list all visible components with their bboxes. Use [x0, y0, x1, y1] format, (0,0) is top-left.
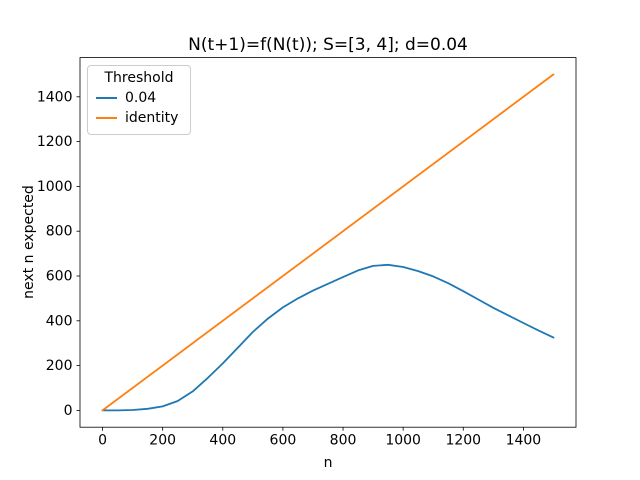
y-tick-label: 200: [46, 358, 73, 374]
series-line-1: [101, 73, 555, 412]
legend-line-swatch-orange: [96, 117, 117, 119]
x-tick-label: 1400: [506, 433, 542, 449]
y-tick-label: 1200: [37, 134, 73, 150]
x-tick-label: 1000: [385, 433, 421, 449]
x-axis-label: n: [323, 455, 333, 471]
legend-box: Threshold 0.04 identity: [87, 65, 191, 135]
legend-entry-label: 0.04: [125, 90, 157, 106]
y-tick-label: 1000: [37, 179, 73, 195]
y-tick-label: 400: [46, 313, 73, 329]
legend-entry-label: identity: [125, 110, 179, 126]
x-tick-label: 200: [149, 433, 176, 449]
y-tick-label: 600: [46, 269, 73, 285]
series-line-0: [101, 263, 555, 412]
legend-entry: 0.04: [96, 88, 182, 108]
y-tick-label: 0: [64, 403, 73, 419]
axes-frame: [79, 57, 577, 428]
y-tick-label: 1400: [37, 89, 73, 105]
legend-title: Threshold: [104, 70, 174, 86]
y-tick-label: 800: [46, 224, 73, 240]
x-tick-label: 600: [270, 433, 297, 449]
x-tick-label: 0: [98, 433, 107, 449]
legend-entry: identity: [96, 108, 182, 128]
legend-line-swatch-blue: [96, 97, 117, 99]
x-tick-label: 800: [330, 433, 357, 449]
chart-title: N(t+1)=f(N(t)); S=[3, 4]; d=0.04: [188, 35, 468, 55]
x-tick-label: 400: [209, 433, 236, 449]
x-tick-label: 1200: [445, 433, 481, 449]
